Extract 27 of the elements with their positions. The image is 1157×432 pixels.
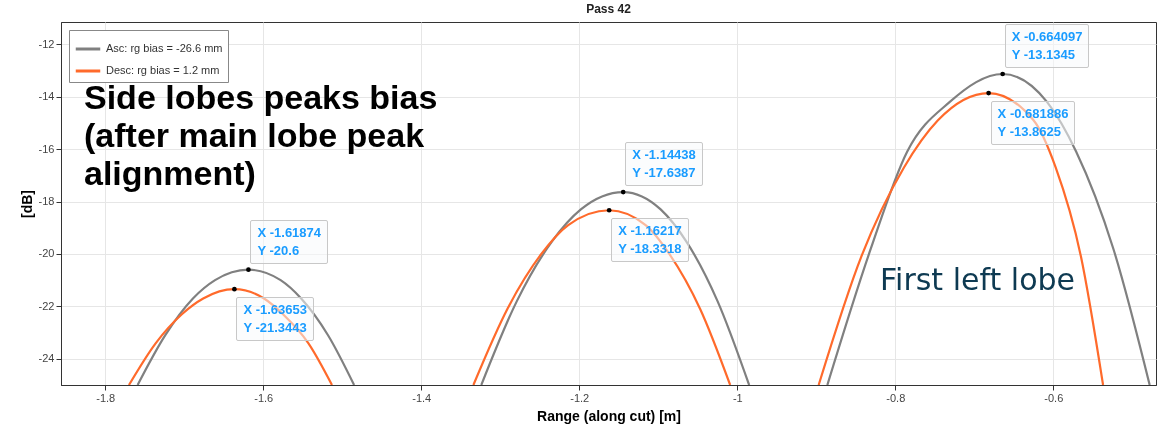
y-tick-label: -12 [38,37,55,50]
y-tick-label: -18 [38,195,55,208]
x-tick-label: -0.8 [886,391,906,404]
x-tick-label: -1.8 [96,391,116,404]
annotation: First left lobe [880,262,1075,297]
y-tick-label: -24 [38,352,55,365]
x-axis-title: Range (along cut) [m] [537,407,681,424]
annotation: X -1.16217 Y -18.3318 [611,218,689,263]
y-tick-label: -20 [38,247,55,260]
y-tick-label: -22 [38,299,55,312]
x-tick-label: -1.2 [570,391,590,404]
legend-label: Desc: rg bias = 1.2 mm [106,64,220,76]
annotation: Side lobes peaks bias (after main lobe peak alignment) [84,78,439,193]
x-tick-label: -0.6 [1044,391,1064,404]
x-tick-label: -1 [732,391,743,404]
annotation: X -1.63653 Y -21.3443 [236,297,314,342]
x-tick-label: -1.4 [412,391,432,404]
chart-title: Pass 42 [586,2,632,16]
legend-label: Asc: rg bias = -26.6 mm [106,42,223,54]
y-tick-label: -14 [38,90,55,103]
y-tick-label: -16 [38,142,55,155]
annotation: X -1.14438 Y -17.6387 [625,142,703,187]
x-tick-label: -1.6 [254,391,274,404]
annotation: X -1.61874 Y -20.6 [250,219,329,264]
annotation: X -0.664097 Y -13.1345 [1004,24,1090,68]
y-axis-title: [dB] [18,190,35,218]
annotation: X -0.681886 Y -13.8625 [990,101,1076,146]
